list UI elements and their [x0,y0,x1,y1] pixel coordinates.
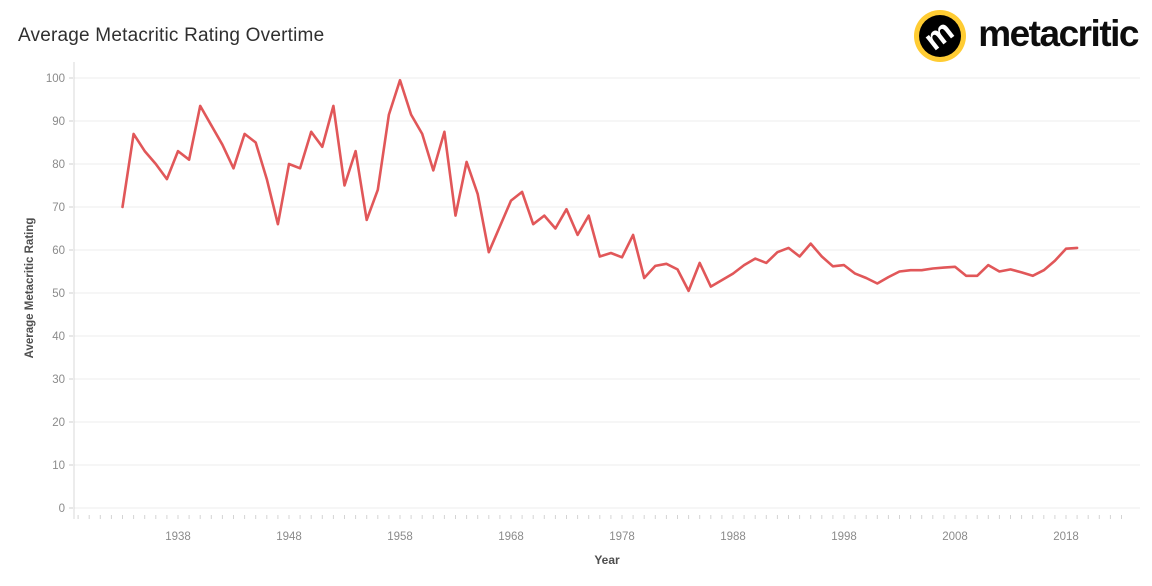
metacritic-m-inner-circle: m [917,12,962,57]
x-tick-label: 2018 [1053,531,1079,543]
x-tick-label: 1938 [165,531,191,543]
y-tick-label: 0 [59,503,65,515]
y-tick-label: 30 [52,374,65,386]
rating-series-line [121,78,1079,293]
x-tick-label: 1958 [387,531,413,543]
y-tick-label: 40 [52,331,65,343]
y-tick-label: 20 [52,417,65,429]
x-tick-label: 1978 [609,531,635,543]
y-tick-label: 60 [52,245,65,257]
y-tick-label: 70 [52,202,65,214]
x-axis-title: Year [594,553,620,567]
y-axis-title: Average Metacritic Rating [24,217,36,359]
x-tick-label: 2008 [942,531,968,543]
y-tick-label: 90 [52,116,65,128]
chart-title: Average Metacritic Rating Overtime [18,25,325,46]
x-tick-label: 1948 [276,531,302,543]
metacritic-brand-text: metacritic [978,12,1139,54]
x-tick-label: 1968 [498,531,524,543]
y-tick-label: 80 [52,159,65,171]
metacritic-logo: m metacritic [914,8,1139,64]
x-tick-label: 1998 [831,531,857,543]
metacritic-m-letter: m [917,12,961,57]
x-tick-label: 1988 [720,531,746,543]
y-tick-label: 10 [52,460,65,472]
y-tick-label: 50 [52,288,65,300]
metacritic-m-icon: m [914,10,967,62]
y-tick-label: 100 [46,73,65,85]
